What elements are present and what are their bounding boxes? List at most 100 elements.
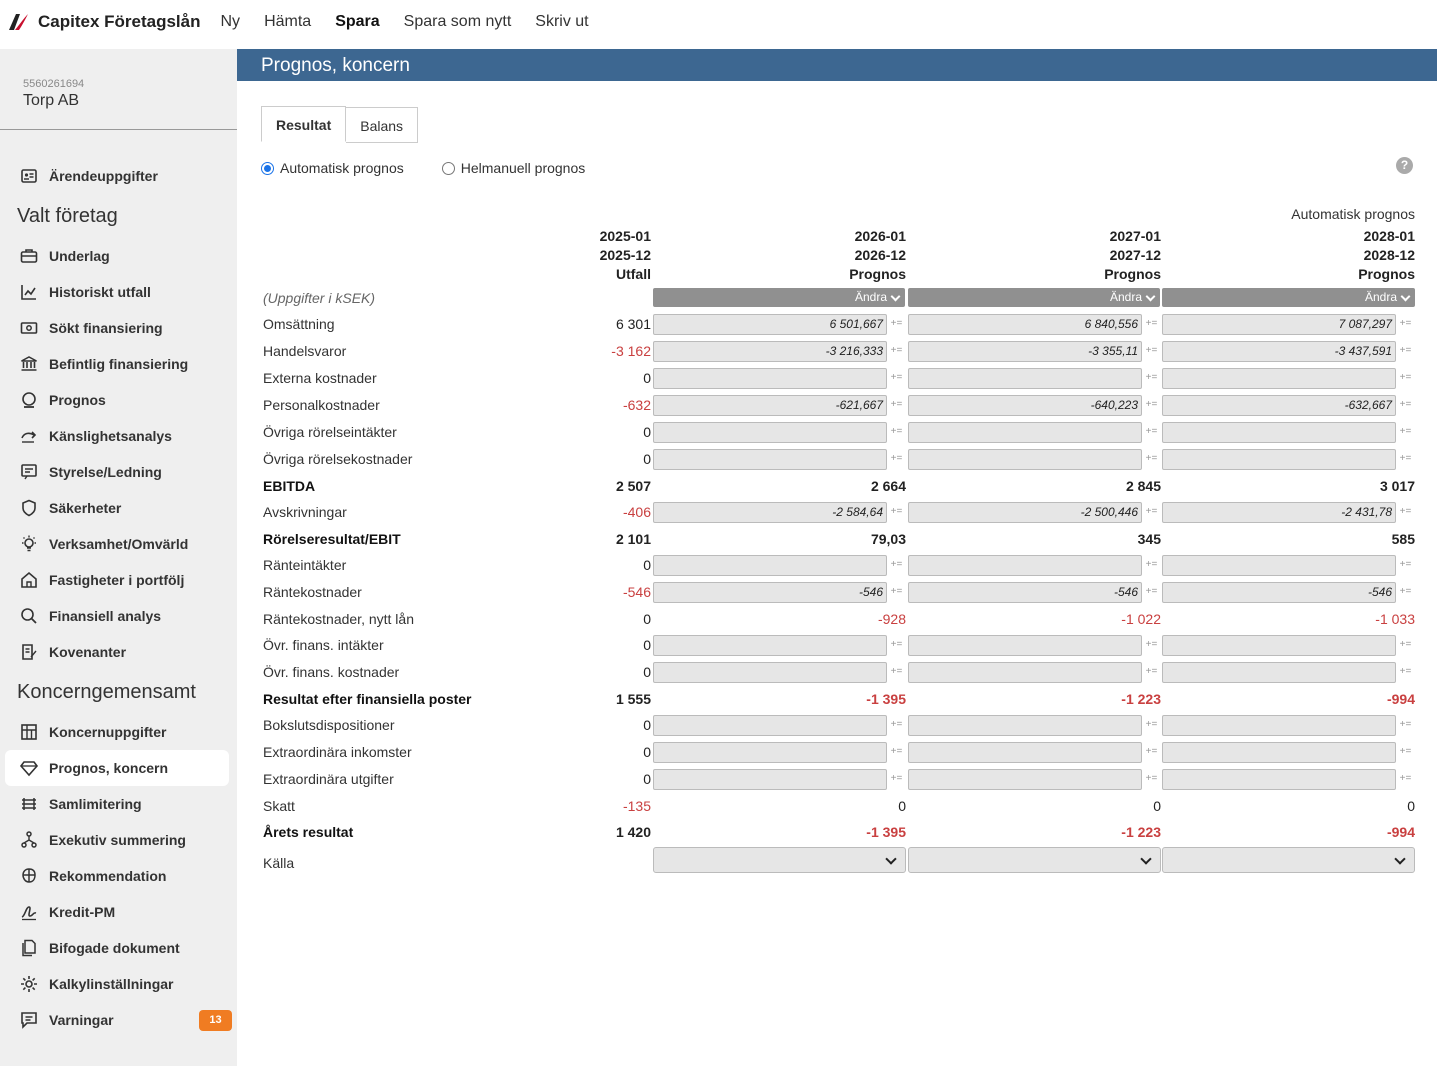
plus-minus-icon[interactable]: += (1399, 506, 1412, 517)
plus-minus-icon[interactable]: += (1145, 453, 1158, 464)
sidebar-item-prognos-koncern[interactable]: Prognos, koncern (5, 750, 229, 786)
forecast-input[interactable]: -2 500,446 (908, 502, 1142, 523)
forecast-input[interactable] (653, 742, 887, 763)
source-select-2026[interactable] (653, 847, 906, 873)
sidebar-item-kalkylinstallningar[interactable]: Kalkylinställningar (5, 966, 229, 1002)
sidebar-item-exekutiv-summering[interactable]: Exekutiv summering (5, 822, 229, 858)
plus-minus-icon[interactable]: += (1145, 773, 1158, 784)
plus-minus-icon[interactable]: += (890, 559, 903, 570)
menu-new[interactable]: Ny (220, 13, 241, 30)
plus-minus-icon[interactable]: += (890, 453, 903, 464)
sidebar-item-finansiell-analys[interactable]: Finansiell analys (5, 598, 229, 634)
menu-print[interactable]: Skriv ut (535, 13, 589, 30)
forecast-input[interactable] (908, 715, 1142, 736)
plus-minus-icon[interactable]: += (1399, 746, 1412, 757)
sidebar-item-verksamhet-omvarld[interactable]: Verksamhet/Omvärld (5, 526, 229, 562)
plus-minus-icon[interactable]: += (1145, 746, 1158, 757)
forecast-input[interactable] (653, 662, 887, 683)
plus-minus-icon[interactable]: += (1145, 426, 1158, 437)
plus-minus-icon[interactable]: += (1399, 345, 1412, 356)
plus-minus-icon[interactable]: += (890, 666, 903, 677)
plus-minus-icon[interactable]: += (1145, 639, 1158, 650)
forecast-input[interactable] (908, 662, 1142, 683)
forecast-input[interactable]: -640,223 (908, 395, 1142, 416)
plus-minus-icon[interactable]: += (1145, 399, 1158, 410)
plus-minus-icon[interactable]: += (890, 318, 903, 329)
sidebar-item-historiskt-utfall[interactable]: Historiskt utfall (5, 274, 229, 310)
forecast-input[interactable]: -546 (1162, 582, 1396, 603)
radio-manual-forecast[interactable]: Helmanuell prognos (441, 160, 585, 176)
plus-minus-icon[interactable]: += (1399, 426, 1412, 437)
forecast-input[interactable] (653, 422, 887, 443)
forecast-input[interactable]: -2 431,78 (1162, 502, 1396, 523)
plus-minus-icon[interactable]: += (890, 399, 903, 410)
plus-minus-icon[interactable]: += (1145, 318, 1158, 329)
forecast-input[interactable] (653, 555, 887, 576)
forecast-input[interactable]: -2 584,64 (653, 502, 887, 523)
forecast-input[interactable]: -3 437,591 (1162, 341, 1396, 362)
sidebar-item-varningar[interactable]: Varningar 13 (5, 1002, 232, 1038)
change-button[interactable]: Ändra (908, 288, 1160, 307)
change-button[interactable]: Ändra (1162, 288, 1415, 307)
sidebar-item-kredit-pm[interactable]: Kredit-PM (5, 894, 229, 930)
plus-minus-icon[interactable]: += (890, 746, 903, 757)
forecast-input[interactable] (653, 449, 887, 470)
plus-minus-icon[interactable]: += (890, 719, 903, 730)
forecast-input[interactable] (1162, 769, 1396, 790)
radio-auto-forecast[interactable]: Automatisk prognos (261, 160, 404, 176)
forecast-input[interactable] (908, 555, 1142, 576)
sidebar-item-sokt-finansiering[interactable]: Sökt finansiering (5, 310, 229, 346)
plus-minus-icon[interactable]: += (890, 773, 903, 784)
source-select-2027[interactable] (908, 847, 1161, 873)
sidebar-item-samlimitering[interactable]: Samlimitering (5, 786, 229, 822)
forecast-input[interactable]: -546 (908, 582, 1142, 603)
plus-minus-icon[interactable]: += (1399, 719, 1412, 730)
forecast-input[interactable] (1162, 422, 1396, 443)
plus-minus-icon[interactable]: += (890, 506, 903, 517)
forecast-input[interactable] (653, 368, 887, 389)
plus-minus-icon[interactable]: += (1145, 719, 1158, 730)
sidebar-item-fastigheter-i-portfolj[interactable]: Fastigheter i portfölj (5, 562, 229, 598)
sidebar-item-prognos[interactable]: Prognos (5, 382, 229, 418)
forecast-input[interactable] (1162, 662, 1396, 683)
menu-save-as[interactable]: Spara som nytt (403, 13, 512, 30)
plus-minus-icon[interactable]: += (1145, 666, 1158, 677)
forecast-input[interactable]: -546 (653, 582, 887, 603)
forecast-input[interactable]: -3 355,11 (908, 341, 1142, 362)
plus-minus-icon[interactable]: += (1145, 559, 1158, 570)
sidebar-item-befintlig-finansiering[interactable]: Befintlig finansiering (5, 346, 229, 382)
plus-minus-icon[interactable]: += (1145, 586, 1158, 597)
sidebar-item-bifogade-dokument[interactable]: Bifogade dokument (5, 930, 229, 966)
forecast-input[interactable] (653, 769, 887, 790)
sidebar-item-underlag[interactable]: Underlag (5, 238, 229, 274)
help-icon[interactable]: ? (1396, 157, 1413, 174)
plus-minus-icon[interactable]: += (1399, 586, 1412, 597)
plus-minus-icon[interactable]: += (1399, 773, 1412, 784)
forecast-input[interactable] (1162, 449, 1396, 470)
plus-minus-icon[interactable]: += (1399, 639, 1412, 650)
plus-minus-icon[interactable]: += (1145, 345, 1158, 356)
plus-minus-icon[interactable]: += (1399, 559, 1412, 570)
forecast-input[interactable] (908, 769, 1142, 790)
forecast-input[interactable] (1162, 368, 1396, 389)
forecast-input[interactable] (653, 635, 887, 656)
forecast-input[interactable] (908, 368, 1142, 389)
menu-open[interactable]: Hämta (264, 13, 312, 30)
forecast-input[interactable] (1162, 742, 1396, 763)
plus-minus-icon[interactable]: += (1145, 506, 1158, 517)
plus-minus-icon[interactable]: += (890, 586, 903, 597)
plus-minus-icon[interactable]: += (890, 345, 903, 356)
plus-minus-icon[interactable]: += (890, 639, 903, 650)
plus-minus-icon[interactable]: += (1145, 372, 1158, 383)
forecast-input[interactable] (908, 742, 1142, 763)
forecast-input[interactable] (1162, 715, 1396, 736)
sidebar-item-kanslighetsanalys[interactable]: Känslighetsanalys (5, 418, 229, 454)
forecast-input[interactable] (653, 715, 887, 736)
source-select-2028[interactable] (1162, 847, 1415, 873)
sidebar-item-kovenanter[interactable]: Kovenanter (5, 634, 229, 670)
plus-minus-icon[interactable]: += (1399, 318, 1412, 329)
forecast-input[interactable] (908, 449, 1142, 470)
sidebar-item-sakerheter[interactable]: Säkerheter (5, 490, 229, 526)
forecast-input[interactable] (1162, 635, 1396, 656)
forecast-input[interactable]: 7 087,297 (1162, 314, 1396, 335)
